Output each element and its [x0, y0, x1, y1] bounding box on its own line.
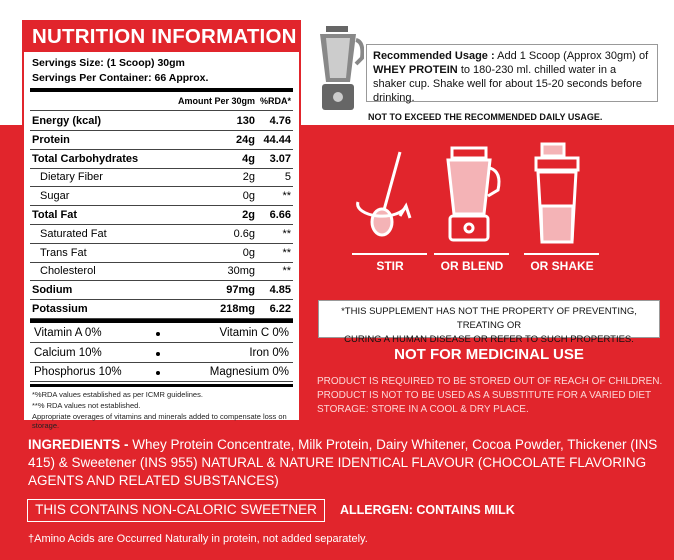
- nutrient-amount: 97mg: [226, 284, 255, 297]
- storage-line: PRODUCT IS NOT TO BE USED AS A SUBSTITUT…: [317, 390, 652, 401]
- vitamin-left: Calcium 10%: [34, 346, 102, 359]
- nutrient-amount: 0g: [242, 246, 255, 259]
- footnote: †Amino Acids are Occurred Naturally in p…: [28, 533, 368, 545]
- nutrient-row: Potassium 218mg 6.22: [30, 300, 293, 319]
- vitamin-left: Phosphorus 10%: [34, 366, 122, 378]
- usage-limit: NOT TO EXCEED THE RECOMMENDED DAILY USAG…: [368, 112, 603, 122]
- disclaimer-line: *THIS SUPPLEMENT HAS NOT THE PROPERTY OF…: [341, 306, 637, 331]
- footnote-line: *%RDA values established as per ICMR gui…: [32, 390, 203, 399]
- nutrition-panel: NUTRITION INFORMATION Servings Size: (1 …: [22, 20, 301, 430]
- underline: [524, 253, 599, 255]
- nutrient-name: Saturated Fat: [40, 227, 107, 240]
- vitamin-row: Phosphorus 10% Magnesium 0%: [30, 363, 293, 382]
- vitamin-row: Calcium 10% Iron 0%: [30, 344, 293, 363]
- disclaimer-line: CURING A HUMAN DISEASE OR REFER TO SUCH …: [344, 334, 634, 345]
- vitamin-right: Magnesium 0%: [209, 366, 289, 378]
- nutrient-amount: 218mg: [220, 303, 255, 315]
- nutrient-amount: 2g: [242, 209, 255, 221]
- method-icons: [356, 142, 580, 244]
- underline: [352, 253, 427, 255]
- nutrient-name: Dietary Fiber: [40, 171, 103, 184]
- rule: [30, 319, 293, 323]
- usage-label: Recommended Usage :: [373, 50, 495, 62]
- nutrient-name: Energy (kcal): [32, 115, 102, 127]
- allergen: ALLERGEN: CONTAINS MILK: [340, 503, 515, 517]
- method-label: OR BLEND: [440, 259, 504, 273]
- nutrient-rda: **: [282, 265, 291, 278]
- bullet: [156, 332, 160, 336]
- header-amount: Amount Per 30gm: [177, 96, 255, 106]
- nutrient-row: Saturated Fat 0.6g **: [30, 225, 293, 244]
- storage-line: STORAGE: STORE IN A COOL & DRY PLACE.: [317, 404, 529, 415]
- nutrient-row: Trans Fat 0g **: [30, 244, 293, 263]
- nutrient-row: Sugar 0g **: [30, 187, 293, 207]
- nutrient-name: Potassium: [32, 303, 88, 315]
- vitamin-right: Vitamin C 0%: [219, 327, 289, 339]
- nutrient-row: Total Carbohydrates 4g 3.07: [30, 150, 293, 169]
- serving-size: Servings Size: (1 Scoop) 30gm: [32, 57, 185, 69]
- servings-per-container: Servings Per Container: 66 Approx.: [32, 72, 209, 84]
- nutrient-name: Sodium: [32, 284, 73, 297]
- nutrient-rda: 44.44: [263, 133, 291, 146]
- underline: [434, 253, 509, 255]
- usage-text: to 180-230 ml. chilled water in a shaker…: [373, 64, 643, 104]
- usage-text: Add 1 Scoop (Approx 30gm) of: [497, 50, 649, 62]
- nutrient-amount: 0.6g: [233, 227, 255, 240]
- nutrient-row: Cholesterol 30mg **: [30, 262, 293, 282]
- bullet: [156, 371, 160, 375]
- ingredients-label: INGREDIENTS -: [28, 437, 129, 452]
- nutrient-rda: 4.76: [269, 115, 291, 127]
- method-label: STIR: [376, 259, 404, 273]
- rule: [30, 88, 293, 92]
- nutrient-rda: 6.22: [269, 303, 291, 315]
- ingredients: INGREDIENTS - Whey Protein Concentrate, …: [28, 436, 658, 490]
- nutrient-amount: 0g: [242, 190, 255, 203]
- rule: [30, 384, 293, 387]
- nutrient-amount: 30mg: [227, 265, 255, 278]
- vitamin-row: Vitamin A 0% Vitamin C 0%: [30, 324, 293, 343]
- nutrient-name: Total Fat: [32, 209, 78, 221]
- usage-box: Recommended Usage : Add 1 Scoop (Approx …: [366, 44, 658, 104]
- nutrient-name: Protein: [32, 133, 70, 146]
- nutrient-rda: 3.07: [269, 152, 291, 165]
- usage-product: WHEY PROTEIN: [373, 64, 458, 76]
- nutrient-row: Total Fat 2g 6.66: [30, 206, 293, 225]
- ingredients-text: Whey Protein Concentrate, Milk Protein, …: [28, 437, 658, 488]
- nutrient-amount: 24g: [236, 133, 255, 146]
- nutrient-name: Sugar: [40, 190, 70, 203]
- nutrient-name: Total Carbohydrates: [32, 152, 139, 165]
- nutrient-rda: **: [282, 190, 291, 203]
- nutrient-name: Trans Fat: [40, 246, 87, 259]
- nutrient-rda: 4.85: [269, 284, 291, 297]
- method-label: OR SHAKE: [530, 259, 594, 273]
- nutrient-rda: 5: [284, 171, 291, 184]
- nutrient-row: Dietary Fiber 2g 5: [30, 168, 293, 188]
- nutrient-name: Cholesterol: [40, 265, 96, 278]
- nutrition-title: NUTRITION INFORMATION: [24, 22, 299, 52]
- vitamin-right: Iron 0%: [249, 346, 289, 359]
- storage-line: PRODUCT IS REQUIRED TO BE STORED OUT OF …: [317, 376, 663, 387]
- disclaimer-box: *THIS SUPPLEMENT HAS NOT THE PROPERTY OF…: [318, 300, 660, 345]
- vitamin-left: Vitamin A 0%: [34, 327, 102, 339]
- nutrient-row: Sodium 97mg 4.85: [30, 281, 293, 301]
- bullet: [156, 351, 160, 356]
- header-row: Amount Per 30gm %RDA*: [30, 92, 293, 111]
- blender-icon: [320, 26, 364, 110]
- header-rda: %RDA*: [259, 96, 291, 106]
- sweetener-box: THIS CONTAINS NON-CALORIC SWEETNER: [27, 499, 325, 522]
- nutrient-rda: 6.66: [269, 209, 291, 221]
- footnote-line: **% RDA values not established.: [32, 401, 141, 410]
- footnote-line: Appropriate overages of vitamins and min…: [32, 412, 287, 430]
- nutrient-amount: 4g: [242, 152, 255, 165]
- medicinal-title: NOT FOR MEDICINAL USE: [394, 346, 584, 363]
- nutrient-rda: **: [282, 227, 291, 240]
- nutrient-row: Protein 24g 44.44: [30, 131, 293, 150]
- nutrient-amount: 130: [236, 115, 255, 127]
- nutrient-row: Energy (kcal) 130 4.76: [30, 112, 293, 131]
- nutrient-amount: 2g: [242, 171, 255, 184]
- nutrient-rda: **: [282, 246, 291, 259]
